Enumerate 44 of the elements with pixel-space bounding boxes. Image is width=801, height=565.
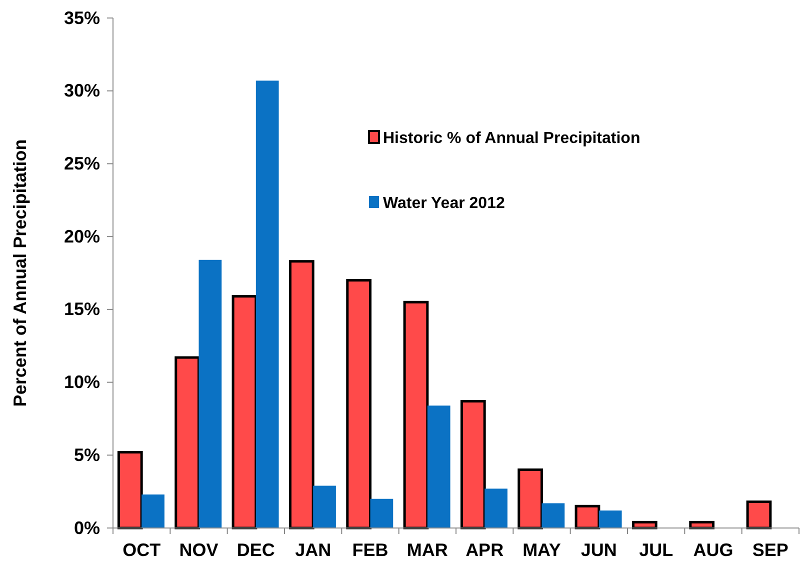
bar [313,486,336,528]
bar [484,488,508,528]
y-tick-label: 20% [64,226,100,246]
y-tick-label: 10% [64,372,100,392]
x-tick-label: APR [466,540,504,560]
bar [542,503,565,528]
bar [346,279,372,530]
bar [460,400,486,530]
y-tick-label: 0% [74,518,100,538]
bar [518,468,543,530]
x-tick-label: MAR [406,540,448,560]
legend-label: Historic % of Annual Precipitation [383,130,640,147]
bar [142,494,164,528]
bar [370,498,394,528]
bar [117,450,143,530]
y-tick-label: 15% [64,299,100,320]
y-tick-label: 5% [74,444,100,465]
bar [574,504,600,530]
x-tick-label: FEB [352,540,388,560]
x-tick-label: DEC [236,540,275,560]
y-tick-label: 25% [64,153,100,174]
bar [256,80,279,528]
y-axis-title: Percent of Annual Precipitation [10,139,30,407]
bar [232,295,258,530]
x-tick-label: JAN [295,540,332,560]
x-tick-label: JUN [580,540,617,560]
x-tick-label: SEP [752,540,788,560]
bar [427,406,450,528]
bar [288,260,314,530]
bar [689,520,714,530]
bar [198,260,222,528]
bar [746,500,772,530]
bar [632,520,658,530]
bar [598,510,622,528]
legend-label: Water Year 2012 [383,195,505,212]
x-tick-label: JUL [639,540,674,560]
x-tick-label: NOV [179,540,218,560]
bar [174,356,200,530]
x-tick-label: MAY [522,540,561,560]
x-tick-label: OCT [122,540,161,560]
x-tick-label: AUG [693,540,734,560]
bar [403,300,429,530]
y-tick-label: 35% [64,8,100,28]
y-tick-label: 30% [64,80,100,101]
